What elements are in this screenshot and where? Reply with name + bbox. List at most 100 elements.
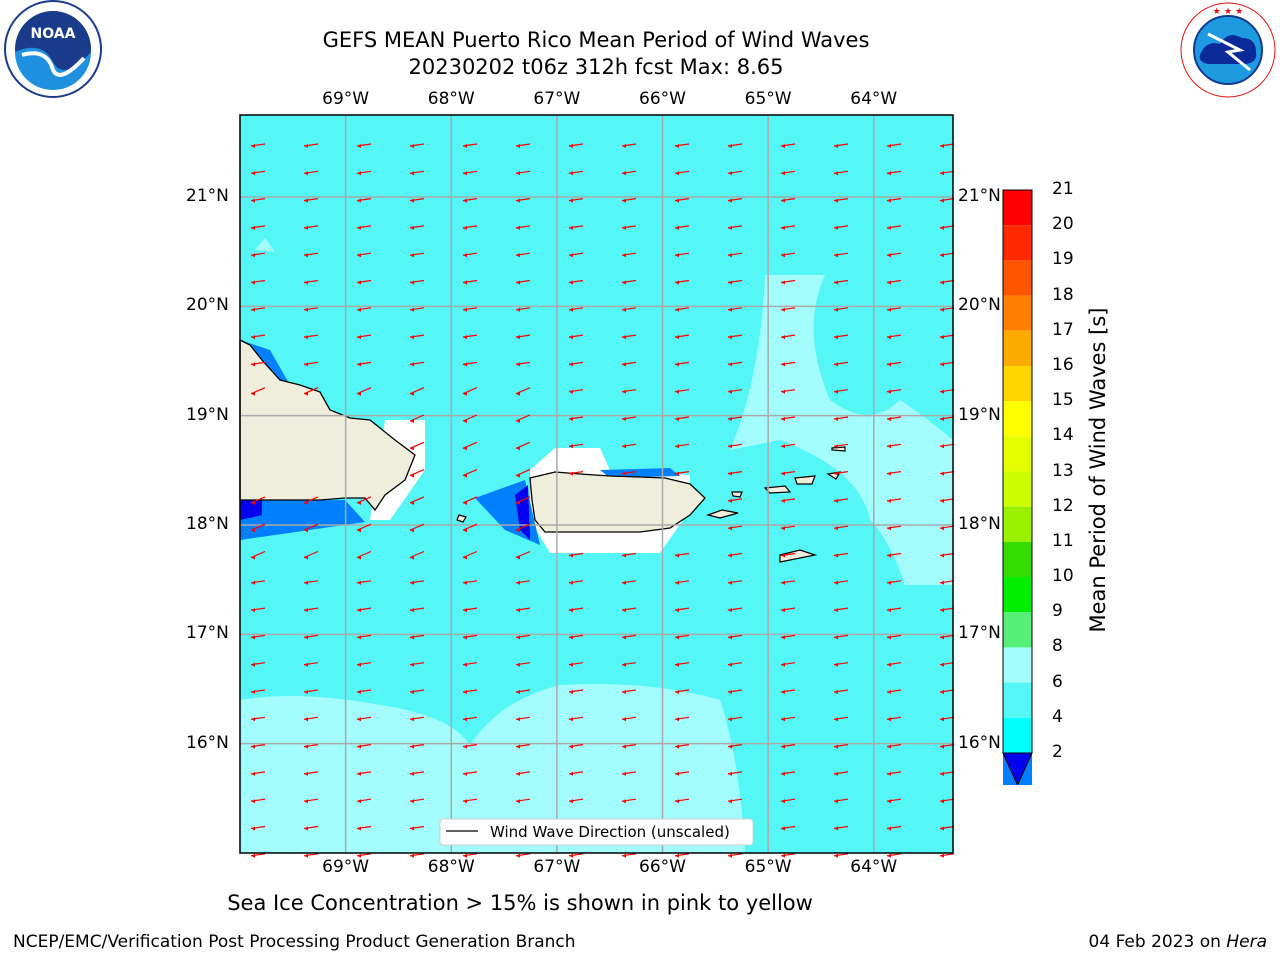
wave-direction-arrowhead [887, 225, 891, 230]
wave-direction-arrowhead [304, 662, 308, 667]
wave-direction-arrowhead [410, 307, 414, 312]
wave-direction-arrowhead [622, 171, 626, 176]
wave-direction-arrowhead [622, 362, 626, 367]
wave-direction-arrowhead [675, 771, 679, 776]
wave-direction-arrowhead [728, 471, 732, 476]
wave-direction-arrowhead [410, 391, 414, 396]
wave-direction-arrowhead [622, 690, 626, 694]
colorbar-tick: 17 [1052, 319, 1074, 340]
wave-direction-arrowhead [304, 253, 308, 258]
wave-direction-arrowhead [887, 853, 891, 858]
colorbar-tick: 18 [1052, 284, 1074, 305]
colorbar-tick: 10 [1052, 566, 1074, 587]
wave-direction-arrowhead [516, 335, 520, 340]
wave-direction-arrowhead [834, 498, 838, 503]
nws-logo: ★ ★ ★ [1180, 2, 1276, 98]
wave-direction-arrowhead [251, 635, 255, 640]
wave-direction-arrowhead [357, 225, 361, 230]
wave-direction-arrowhead [463, 280, 467, 285]
wave-direction-arrowhead [887, 444, 891, 449]
colorbar-segment [1003, 295, 1032, 331]
wave-direction-arrowhead [834, 389, 838, 394]
wave-direction-arrowhead [463, 253, 467, 258]
wave-direction-arrowhead [940, 253, 944, 258]
noaa-logo: NOAA [4, 0, 102, 98]
wave-direction-arrowhead [675, 717, 679, 722]
wave-direction-arrowhead [622, 471, 626, 476]
wave-direction-arrowhead [940, 826, 944, 831]
wave-direction-arrowhead [516, 419, 520, 423]
wave-direction-arrowhead [675, 580, 679, 585]
wave-direction-arrowhead [887, 526, 891, 531]
wave-direction-arrowhead [675, 225, 679, 230]
wave-direction-arrowhead [516, 362, 520, 367]
wave-direction-arrowhead [781, 553, 785, 558]
wave-direction-arrowhead [357, 717, 361, 722]
wave-direction-arrowhead [834, 335, 838, 340]
wave-direction-arrowhead [728, 280, 732, 285]
lon-bottom-label: 64°W [850, 857, 898, 877]
wave-direction-arrowhead [304, 335, 308, 340]
wave-direction-arrowhead [304, 391, 308, 396]
wave-direction-arrowhead [622, 417, 626, 421]
wave-direction-arrowhead [675, 198, 679, 203]
wave-direction-arrowhead [569, 717, 573, 722]
wave-direction-arrowhead [834, 444, 838, 449]
wave-direction-arrowhead [251, 528, 255, 533]
wave-direction-arrowhead [728, 389, 732, 394]
wave-direction-arrowhead [516, 144, 520, 148]
wave-direction-arrowhead [940, 690, 944, 694]
wave-direction-arrowhead [728, 526, 732, 531]
wave-direction-arrowhead [410, 500, 414, 505]
wave-direction-arrowhead [940, 280, 944, 285]
wave-direction-arrowhead [887, 198, 891, 203]
wave-direction-arrowhead [728, 744, 732, 749]
wave-direction-arrowhead [357, 198, 361, 203]
wave-direction-arrowhead [410, 635, 414, 640]
wave-direction-arrowhead [834, 280, 838, 285]
wave-direction-arrowhead [463, 225, 467, 230]
colorbar-frame [1002, 189, 1033, 754]
wave-direction-arrowhead [463, 419, 467, 423]
wave-direction-arrowhead [569, 690, 573, 694]
wave-direction-arrowhead [728, 198, 732, 203]
st-croix-island [779, 549, 818, 563]
lon-top-label: 67°W [533, 89, 581, 109]
wave-direction-arrowhead [728, 717, 732, 722]
wave-direction-arrowhead [410, 853, 414, 858]
wave-direction-arrowhead [940, 389, 944, 394]
wave-direction-arrowhead [516, 280, 520, 285]
wave-direction-arrowhead [728, 771, 732, 776]
wave-direction-arrowhead [940, 662, 944, 667]
wave-direction-arrowhead [569, 362, 573, 367]
wave-direction-arrowhead [410, 253, 414, 258]
wave-direction-arrowhead [516, 253, 520, 258]
wave-direction-arrowhead [675, 171, 679, 176]
wave-direction-arrowhead [781, 198, 785, 203]
colorbar-segment [1003, 401, 1032, 437]
wave-direction-arrowhead [304, 528, 308, 533]
wave-direction-arrowhead [569, 280, 573, 285]
wave-direction-arrowhead [675, 307, 679, 312]
wave-direction-arrowhead [834, 307, 838, 312]
wave-direction-arrowhead [516, 473, 520, 478]
wave-direction-arrowhead [834, 171, 838, 176]
wave-direction-arrowhead [940, 799, 944, 804]
wave-direction-arrowhead [304, 690, 308, 694]
wave-direction-arrowhead [304, 799, 308, 804]
wave-direction-arrowhead [357, 144, 361, 148]
wave-direction-arrowhead [887, 471, 891, 476]
wave-period-zone [255, 238, 275, 252]
wave-direction-arrowhead [834, 635, 838, 640]
wave-direction-arrowhead [357, 253, 361, 258]
wave-direction-arrowhead [304, 744, 308, 749]
wave-direction-arrowhead [887, 826, 891, 831]
lat-right-label: 18°N [958, 514, 1001, 534]
wave-direction-arrowhead [516, 198, 520, 203]
wave-direction-arrowhead [251, 335, 255, 340]
wave-direction-arrowhead [887, 799, 891, 804]
lat-left-label: 16°N [186, 732, 229, 753]
wave-direction-arrowhead [940, 171, 944, 176]
chart-subtitle: 20230202 t06z 312h fcst Max: 8.65 [408, 55, 784, 79]
wave-direction-arrowhead [834, 526, 838, 531]
